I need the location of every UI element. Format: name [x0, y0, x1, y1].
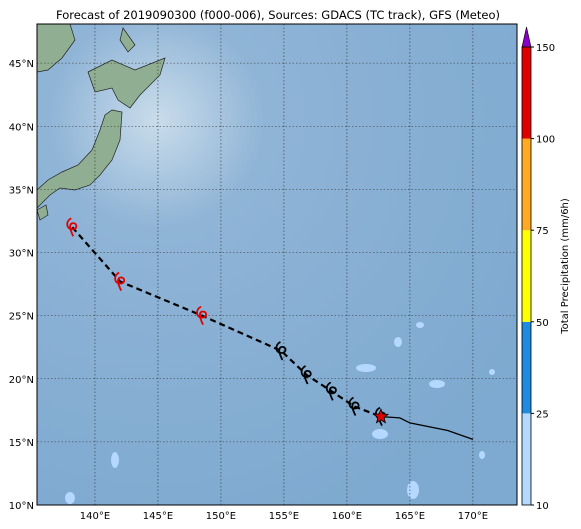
x-tick-label: 140°E — [80, 511, 110, 522]
x-tick-label: 160°E — [332, 511, 362, 522]
colorbar-label: Total Precipitation (mm/6h) — [560, 198, 571, 335]
x-tick-label: 155°E — [269, 511, 299, 522]
y-tick-label: 35°N — [9, 185, 34, 196]
y-tick-label: 15°N — [9, 438, 34, 449]
cyclone-symbol — [114, 271, 126, 291]
colorbar-segment — [522, 138, 531, 231]
y-tick-label: 45°N — [9, 59, 34, 70]
cyclone-symbol — [275, 341, 287, 361]
x-tick-label: 165°E — [395, 511, 425, 522]
past-track — [71, 226, 382, 418]
colorbar-tick-label: 50 — [536, 318, 549, 329]
map-title: Forecast of 2019090300 (f000-006), Sourc… — [56, 8, 500, 22]
y-tick-label: 25°N — [9, 312, 34, 323]
cyclone-symbol — [325, 381, 337, 401]
map-frame — [36, 23, 518, 506]
x-tick-label: 170°E — [458, 511, 488, 522]
colorbar-tick-label: 10 — [536, 501, 549, 512]
colorbar-extension — [521, 26, 532, 48]
y-tick-label: 30°N — [9, 249, 34, 260]
colorbar-tick-label: 100 — [536, 135, 555, 146]
land — [37, 24, 166, 221]
current-position — [372, 408, 390, 424]
colorbar-segment — [522, 321, 531, 414]
x-tick-label: 145°E — [143, 511, 173, 522]
colorbar-frame — [521, 46, 532, 506]
colorbar-segment — [522, 230, 531, 322]
cyclone-symbol — [66, 217, 78, 237]
precipitation-patches — [65, 322, 495, 504]
ocean — [37, 24, 517, 505]
forecast-track — [380, 415, 474, 440]
colorbar-tick-label: 75 — [536, 226, 549, 237]
colorbar-tick-label: 25 — [536, 409, 549, 420]
y-tick-label: 20°N — [9, 375, 34, 386]
y-tick-label: 40°N — [9, 122, 34, 133]
y-tick-label: 10°N — [9, 501, 34, 512]
x-tick-label: 150°E — [206, 511, 236, 522]
colorbar-segment — [522, 47, 531, 139]
cyclone-symbol — [196, 305, 208, 326]
cyclone-symbol — [348, 396, 360, 416]
colorbar-segment — [522, 413, 531, 505]
colorbar-tick-label: 150 — [536, 43, 555, 54]
cyclone-symbol — [300, 365, 312, 385]
